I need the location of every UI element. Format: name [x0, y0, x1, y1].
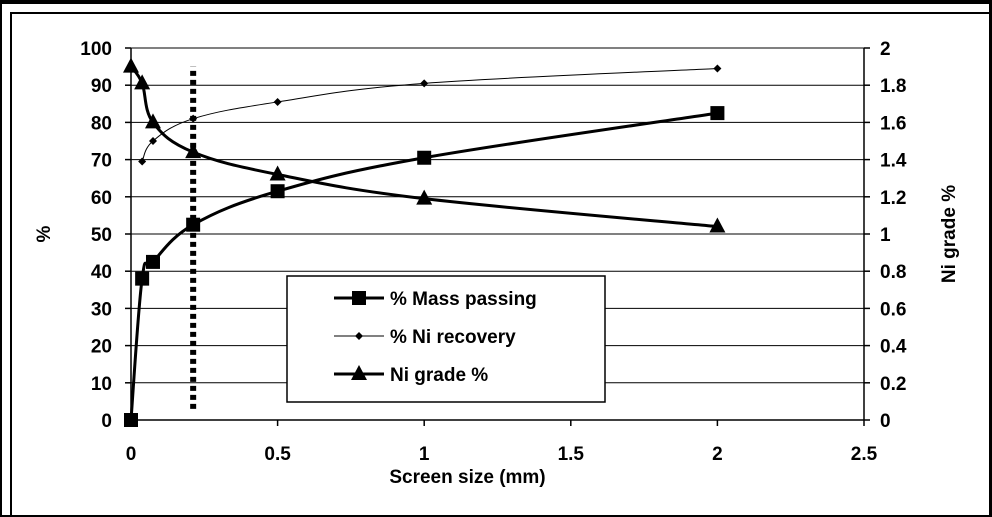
y2-tick-label: 1.6 [880, 113, 906, 134]
data-point [145, 254, 160, 269]
legend-label: Ni grade % [390, 365, 488, 386]
y2-tick-label: 0 [880, 411, 891, 432]
y2-tick-label: 1.2 [880, 188, 906, 209]
data-point [713, 64, 722, 73]
data-point [185, 143, 202, 159]
data-point [144, 113, 161, 129]
x-axis-label: Screen size (mm) [389, 467, 545, 488]
data-point [417, 150, 432, 165]
data-point [123, 57, 139, 73]
x-tick-label: 1 [419, 444, 430, 465]
y-tick-label: 60 [91, 188, 112, 209]
y-tick-label: 90 [91, 76, 112, 97]
data-point [124, 413, 138, 427]
data-point [189, 114, 198, 123]
y-axis-label: % [34, 225, 55, 242]
series-mass-passing [124, 106, 725, 427]
data-point [270, 184, 285, 199]
data-point [416, 189, 433, 205]
data-point [186, 217, 201, 232]
legend: % Mass passing % Ni recovery Ni grade % [286, 275, 606, 403]
x-tick-label: 2.5 [851, 444, 878, 465]
y2-tick-label: 1 [880, 225, 891, 246]
series-ni-recovery [138, 64, 722, 166]
data-point [420, 79, 429, 88]
legend-swatch-marker [355, 332, 363, 340]
y-tick-label: 30 [91, 299, 112, 320]
x-tick-label: 0 [126, 444, 137, 465]
y-tick-label: 40 [91, 262, 112, 283]
x-tick-label: 2 [712, 444, 723, 465]
y2-tick-label: 0.4 [880, 337, 907, 358]
y2-tick-label: 1.8 [880, 76, 906, 97]
series-line [129, 65, 718, 229]
y2-tick-label: 0.2 [880, 374, 906, 395]
y2-tick-label: 1.4 [880, 151, 907, 172]
data-point [709, 217, 726, 233]
series-ni-grade [123, 57, 726, 233]
y-tick-label: 20 [91, 337, 112, 358]
series-line [141, 67, 718, 162]
y-tick-label: 100 [80, 39, 112, 60]
legend-swatch-marker [351, 365, 367, 380]
y-tick-label: 50 [91, 225, 112, 246]
data-point [135, 271, 150, 286]
y-tick-label: 10 [91, 374, 112, 395]
tick-labels: 0 0.5 1 1.5 2 2.5010203040506070809010000.20.… [80, 39, 907, 465]
data-point [134, 74, 151, 90]
data-point [710, 106, 725, 121]
x-tick-label: 0.5 [264, 444, 291, 465]
data-point [273, 97, 282, 106]
data-point [138, 157, 147, 166]
legend-swatch-marker [352, 291, 366, 305]
legend-label: % Mass passing [390, 289, 537, 310]
data-point [148, 137, 157, 145]
y2-tick-label: 0.8 [880, 262, 906, 283]
y2-tick-label: 2 [880, 39, 891, 60]
y-tick-label: 0 [101, 411, 112, 432]
y-tick-label: 70 [91, 151, 112, 172]
series-group [123, 57, 726, 427]
y-tick-label: 80 [91, 113, 112, 134]
legend-label: % Ni recovery [390, 327, 516, 348]
data-point [269, 165, 286, 181]
y2-tick-label: 0.6 [880, 299, 906, 320]
x-tick-label: 1.5 [558, 444, 585, 465]
y2-axis-label: Ni grade % [939, 185, 960, 283]
